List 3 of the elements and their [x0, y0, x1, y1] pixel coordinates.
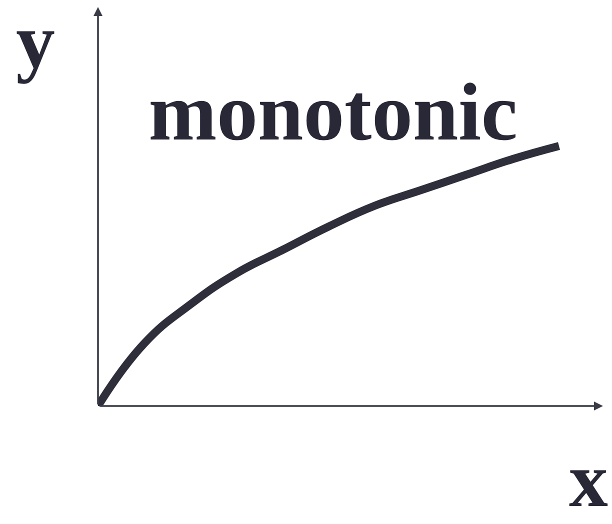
x-axis-title: x	[569, 436, 608, 523]
chart-title: monotonic	[148, 66, 518, 158]
y-axis-title: y	[16, 0, 55, 84]
